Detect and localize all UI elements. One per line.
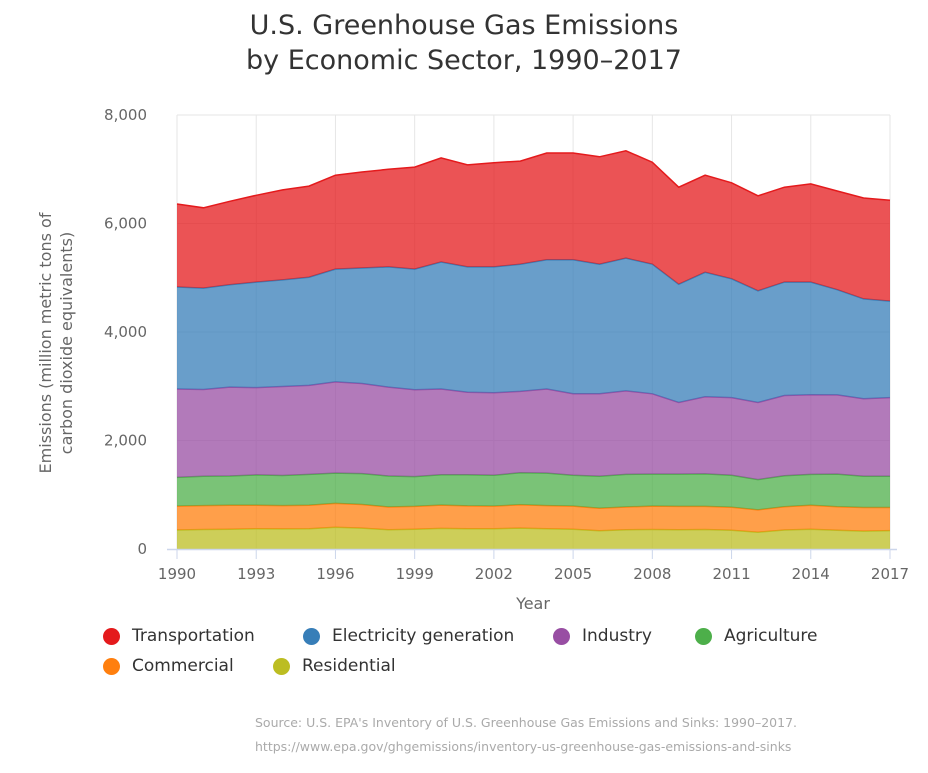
legend-label: Transportation — [132, 626, 255, 646]
source-note: Source: U.S. EPA's Inventory of U.S. Gre… — [255, 711, 797, 759]
x-tick-label: 1990 — [158, 565, 196, 583]
legend-dot-icon — [273, 657, 290, 675]
chart-plot: 0 2,000 4,000 6,000 8,000 1990 1993 1996 1999 200… — [36, 106, 909, 613]
y-tick-label: 8,000 — [104, 106, 147, 124]
x-axis-title: Year — [515, 594, 550, 613]
area-commercial[interactable] — [177, 503, 890, 533]
legend-dot-icon — [553, 627, 570, 645]
legend-label: Residential — [302, 656, 396, 676]
legend-label: Commercial — [132, 656, 234, 676]
source-citation: Source: U.S. EPA's Inventory of U.S. Gre… — [255, 715, 797, 730]
area-agriculture[interactable] — [177, 472, 890, 510]
legend-dot-icon — [103, 627, 120, 645]
axes: 0 2,000 4,000 6,000 8,000 1990 1993 1996 1999 200… — [104, 106, 909, 583]
y-tick-label: 2,000 — [104, 432, 147, 450]
legend-dot-icon — [103, 657, 120, 675]
area-residential[interactable] — [177, 527, 890, 549]
legend-label: Electricity generation — [332, 626, 515, 646]
y-axis-title-line-1: Emissions (million metric tons of — [36, 212, 55, 473]
x-tick-label: 2002 — [475, 565, 513, 583]
line-agriculture — [176, 472, 890, 481]
legend-item-commercial[interactable]: Commercial — [103, 656, 234, 676]
source-url[interactable]: https://www.epa.gov/ghgemissions/invento… — [255, 739, 792, 754]
legend-item-industry[interactable]: Industry — [553, 626, 652, 646]
x-tick-label: 1993 — [237, 565, 275, 583]
y-axis-title-line-2: carbon dioxide equivalents) — [57, 232, 76, 454]
legend-item-residential[interactable]: Residential — [273, 656, 396, 676]
legend-dot-icon — [695, 627, 712, 645]
y-tick-label: 6,000 — [104, 215, 147, 233]
chart-title-line-2: by Economic Sector, 1990–2017 — [246, 45, 682, 76]
x-tick-label: 1996 — [316, 565, 354, 583]
y-tick-label: 4,000 — [104, 323, 147, 341]
chart-title: U.S. Greenhouse Gas Emissions by Economi… — [0, 8, 928, 78]
area-industry[interactable] — [177, 381, 890, 480]
legend-label: Agriculture — [724, 626, 818, 646]
legend-dot-icon — [303, 627, 320, 645]
y-tick-label: 0 — [137, 540, 147, 558]
area-electricity-generation[interactable] — [177, 258, 890, 403]
x-tick-label: 2008 — [633, 565, 671, 583]
x-tick-label: 1999 — [396, 565, 434, 583]
x-tick-label: 2005 — [554, 565, 592, 583]
area-transportation[interactable] — [177, 150, 890, 302]
x-tick-label: 2011 — [712, 565, 750, 583]
x-tick-label: 2014 — [792, 565, 830, 583]
legend-item-agriculture[interactable]: Agriculture — [695, 626, 818, 646]
chart-title-line-1: U.S. Greenhouse Gas Emissions — [249, 10, 679, 41]
legend-item-electricity-generation[interactable]: Electricity generation — [303, 626, 514, 646]
x-tick-label: 2017 — [871, 565, 909, 583]
area-series — [176, 150, 891, 549]
legend-label: Industry — [582, 626, 652, 646]
line-transportation — [176, 150, 891, 209]
legend-item-transportation[interactable]: Transportation — [103, 626, 255, 646]
